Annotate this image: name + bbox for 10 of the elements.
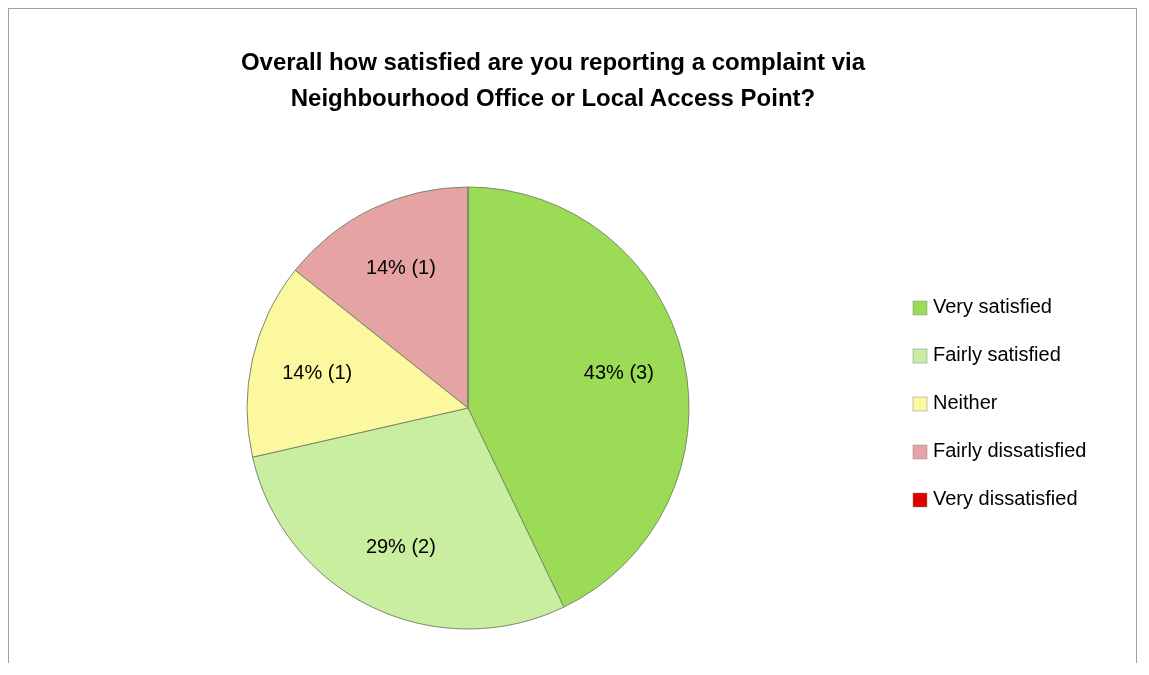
data-label: 29% (2) <box>365 534 436 557</box>
data-label: 14% (1) <box>282 360 353 383</box>
legend-label: Neither <box>933 391 998 414</box>
legend-label: Very satisfied <box>933 295 1052 318</box>
chart-title: Overall how satisfied are you reporting a complaint via Neighbourhood Office or Local Access Point? <box>240 48 866 111</box>
legend-label: Very dissatisfied <box>933 487 1078 510</box>
legend-label: Fairly dissatisfied <box>933 439 1087 462</box>
data-label: 43% (3) <box>583 360 654 383</box>
data-label: 14% (1) <box>365 255 436 278</box>
legend-label: Fairly satisfied <box>933 343 1061 366</box>
